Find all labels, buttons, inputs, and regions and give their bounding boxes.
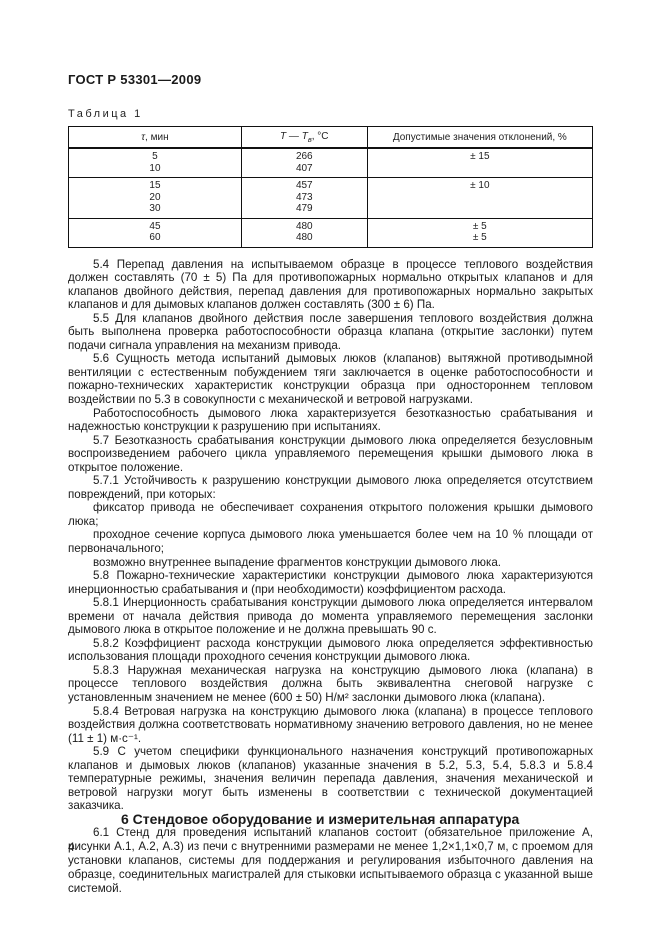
- cell-deviation: ± 15: [366, 148, 594, 163]
- table-row: 60 480 ± 5: [68, 232, 594, 247]
- cell-time: 60: [68, 232, 242, 247]
- table-row: 10 407: [68, 162, 594, 178]
- paragraph-6-1: 6.1 Стенд для проведения испытаний клапа…: [68, 826, 593, 896]
- cell-time: 15: [68, 177, 242, 192]
- cell-time: 20: [68, 191, 242, 203]
- paragraph-5-8: 5.8 Пожарно-технические характеристики к…: [68, 569, 593, 596]
- table-header-row: τ, мин Т — Тв, °С Допустимые значения от…: [68, 126, 594, 149]
- table-group-1: 5 266 ± 15 10 407: [68, 148, 594, 178]
- page-number: 4: [68, 840, 75, 854]
- cell-temp: 457: [240, 177, 368, 192]
- paragraph-5-7: 5.7 Безотказность срабатывания конструкц…: [68, 433, 593, 474]
- cell-time: 45: [68, 218, 242, 232]
- tau-symbol: τ: [141, 132, 146, 143]
- paragraph-5-5: 5.5 Для клапанов двойного действия после…: [68, 311, 593, 352]
- temperature-table: τ, мин Т — Тв, °С Допустимые значения от…: [68, 126, 594, 248]
- cell-temp: 407: [240, 162, 368, 178]
- table-row: 30 479: [68, 203, 594, 218]
- table-group-3: 45 480 ± 5 60 480 ± 5: [68, 218, 594, 247]
- temp-formula: Т — Т: [280, 131, 308, 142]
- paragraph-5-8-4: 5.8.4 Ветровая нагрузка на конструкцию д…: [68, 704, 593, 745]
- table-group-2: 15 457 ± 10 20 473 30 479: [68, 177, 594, 218]
- cell-time: 10: [68, 162, 242, 178]
- cell-time: 5: [68, 148, 242, 163]
- cell-temp: 480: [240, 232, 368, 247]
- cell-deviation: ± 10: [366, 177, 594, 192]
- cell-temp: 480: [240, 218, 368, 232]
- paragraph-5-8-1: 5.8.1 Инерционность срабатывания констру…: [68, 596, 593, 637]
- table-row: 45 480 ± 5: [68, 218, 594, 232]
- paragraph-5-8-2: 5.8.2 Коэффициент расхода конструкции ды…: [68, 636, 593, 664]
- paragraph-5-9: 5.9 С учетом специфики функционального н…: [68, 745, 593, 813]
- section-5-text: 5.4 Перепад давления на испытываемом обр…: [68, 258, 593, 897]
- table-caption: Таблица 1: [68, 108, 143, 120]
- table-row: 5 266 ± 15: [68, 148, 594, 163]
- cell-time: 30: [68, 203, 242, 218]
- cell-temp: 266: [240, 148, 368, 163]
- paragraph-5-7-1: 5.7.1 Устойчивость к разрушению конструк…: [68, 474, 593, 501]
- list-item-fragments: возможно внутреннее выпадение фрагментов…: [93, 555, 501, 569]
- cell-deviation: [366, 191, 594, 203]
- paragraph-workability: Работоспособность дымового люка характер…: [68, 406, 593, 434]
- temp-subscript: в: [307, 135, 312, 144]
- tau-unit: , мин: [145, 132, 169, 143]
- cell-temp: 473: [240, 191, 368, 203]
- cell-temp: 479: [240, 203, 368, 218]
- cell-deviation: [366, 162, 594, 178]
- section-6-heading: 6 Стендовое оборудование и измерительная…: [121, 810, 520, 827]
- table-row: 20 473: [68, 191, 594, 203]
- cell-deviation: [366, 203, 594, 218]
- paragraph-5-8-3: 5.8.3 Наружная механическая нагрузка на …: [68, 663, 593, 704]
- table-row: 15 457 ± 10: [68, 177, 594, 192]
- temp-unit: , °С: [311, 131, 329, 142]
- paragraph-5-4: 5.4 Перепад давления на испытываемом обр…: [68, 257, 593, 312]
- header-cell-temperature: Т — Тв, °С: [240, 126, 368, 149]
- cell-deviation: ± 5: [366, 218, 594, 232]
- header-cell-time: τ, мин: [68, 126, 242, 149]
- list-item-fixator: фиксатор привода не обеспечивает сохране…: [68, 501, 593, 528]
- header-cell-deviation: Допустимые значения отклонений, %: [366, 126, 594, 149]
- paragraph-5-6: 5.6 Сущность метода испытаний дымовых лю…: [68, 352, 593, 406]
- doc-code: ГОСТ Р 53301—2009: [68, 72, 202, 87]
- cell-deviation: ± 5: [366, 232, 594, 247]
- list-item-section: проходное сечение корпуса дымового люка …: [68, 528, 593, 555]
